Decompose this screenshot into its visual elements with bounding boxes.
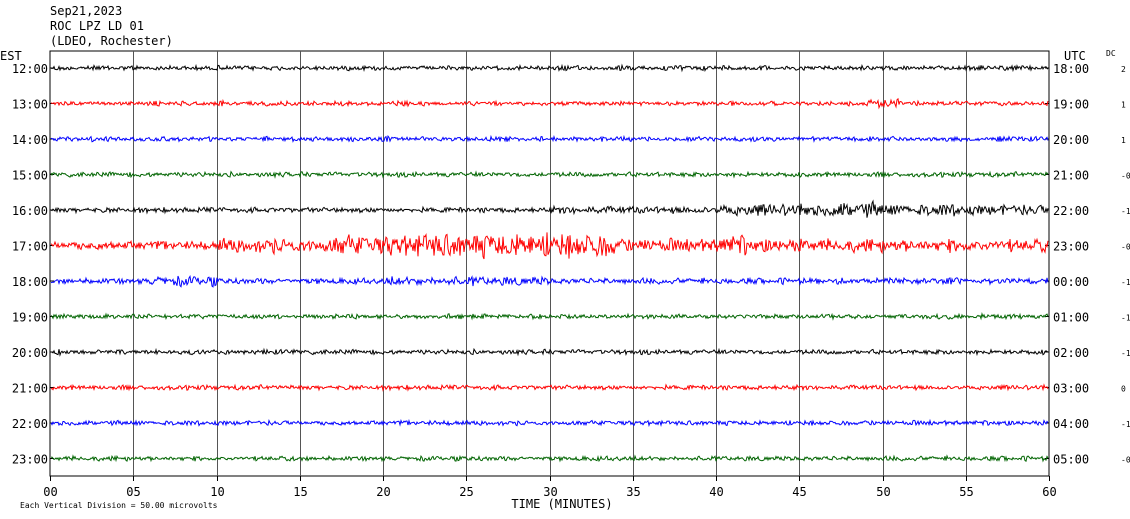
x-tick-label-05: 05 (126, 485, 140, 499)
x-tick-label-40: 40 (709, 485, 723, 499)
est-label-16:00: 16:00 (12, 204, 48, 218)
dc-value: -1 (1121, 278, 1130, 287)
est-axis-label: EST (0, 49, 22, 63)
dc-value: -1 (1121, 314, 1130, 323)
est-label-13:00: 13:00 (12, 98, 48, 112)
est-label-20:00: 20:00 (12, 346, 48, 360)
utc-label-18:00: 18:00 (1053, 62, 1089, 76)
est-label-15:00: 15:00 (12, 169, 48, 183)
dc-value: 2 (1121, 65, 1126, 74)
dc-value: 1 (1121, 136, 1126, 145)
utc-label-21:00: 21:00 (1053, 169, 1089, 183)
trace-row-14:00 (50, 134, 1049, 143)
dc-value: -0 (1121, 172, 1130, 181)
x-tick-label-20: 20 (376, 485, 390, 499)
trace-row-15:00 (50, 170, 1049, 179)
trace-row-13:00 (50, 97, 1049, 110)
trace-row-18:00 (50, 274, 1049, 288)
x-tick-label-45: 45 (792, 485, 806, 499)
dc-value: -0 (1121, 456, 1130, 465)
x-axis-label: TIME (MINUTES) (511, 497, 612, 511)
x-tick-label-35: 35 (626, 485, 640, 499)
dc-value: 0 (1121, 385, 1126, 394)
utc-label-23:00: 23:00 (1053, 240, 1089, 254)
plot-frame (49, 50, 1050, 477)
dc-value: -1 (1121, 207, 1130, 216)
dc-value: -1 (1121, 349, 1130, 358)
utc-label-02:00: 02:00 (1053, 346, 1089, 360)
trace-row-20:00 (50, 347, 1049, 357)
utc-label-00:00: 00:00 (1053, 275, 1089, 289)
utc-label-05:00: 05:00 (1053, 453, 1089, 467)
x-tick-label-00: 00 (43, 485, 57, 499)
utc-label-04:00: 04:00 (1053, 417, 1089, 431)
trace-row-23:00 (50, 454, 1049, 463)
station-name: ROC LPZ LD 01 (50, 19, 144, 33)
utc-axis-label: UTC (1064, 49, 1086, 63)
dc-value: 1 (1121, 101, 1126, 110)
utc-label-20:00: 20:00 (1053, 133, 1089, 147)
trace-row-22:00 (50, 418, 1049, 428)
trace-row-17:00 (50, 232, 1049, 260)
trace-row-21:00 (50, 383, 1049, 392)
dc-value: -0 (1121, 243, 1130, 252)
x-tick-label-10: 10 (210, 485, 224, 499)
x-tick-label-55: 55 (959, 485, 973, 499)
scale-note: Each Vertical Division = 50.00 microvolt… (20, 501, 218, 510)
est-label-22:00: 22:00 (12, 417, 48, 431)
x-tick-label-15: 15 (293, 485, 307, 499)
trace-row-16:00 (50, 199, 1049, 218)
dc-value: -1 (1121, 420, 1130, 429)
est-label-17:00: 17:00 (12, 240, 48, 254)
utc-label-19:00: 19:00 (1053, 98, 1089, 112)
x-tick-label-60: 60 (1042, 485, 1056, 499)
plot-date: Sep21,2023 (50, 4, 123, 18)
network-name: (LDEO, Rochester) (50, 34, 173, 48)
est-label-14:00: 14:00 (12, 133, 48, 147)
est-label-18:00: 18:00 (12, 275, 48, 289)
x-tick-label-30: 30 (543, 485, 557, 499)
trace-row-19:00 (50, 312, 1049, 321)
x-tick-label-25: 25 (459, 485, 473, 499)
dc-label: DC (1106, 49, 1116, 58)
utc-label-01:00: 01:00 (1053, 311, 1089, 325)
utc-label-03:00: 03:00 (1053, 382, 1089, 396)
x-tick-label-50: 50 (876, 485, 890, 499)
est-label-21:00: 21:00 (12, 382, 48, 396)
est-label-19:00: 19:00 (12, 311, 48, 325)
trace-row-12:00 (50, 63, 1049, 73)
est-label-12:00: 12:00 (12, 62, 48, 76)
utc-label-22:00: 22:00 (1053, 204, 1089, 218)
est-label-23:00: 23:00 (12, 453, 48, 467)
